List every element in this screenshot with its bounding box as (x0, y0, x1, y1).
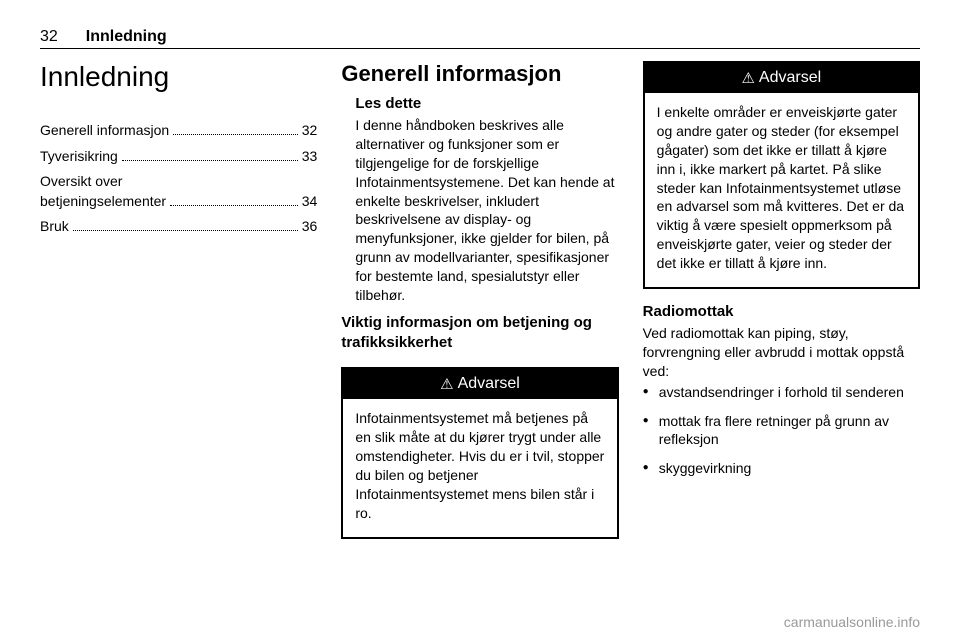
column-2: Generell informasjon Les dette I denne h… (341, 61, 618, 591)
watermark: carmanualsonline.info (784, 614, 920, 630)
column-3: ⚠ Advarsel I enkelte områder er enveiskj… (643, 61, 920, 591)
heading-read-this: Les dette (355, 95, 618, 112)
toc-dots (73, 230, 298, 231)
warning-label: Advarsel (759, 69, 821, 87)
heading-radio-reception: Radiomottak (643, 303, 920, 320)
paragraph: Ved radiomottak kan piping, støy, forvre… (643, 324, 920, 381)
warning-header: ⚠ Advarsel (343, 369, 616, 399)
toc-dots (170, 205, 298, 206)
toc-page: 36 (302, 217, 318, 237)
warning-body: I enkelte områder er enveiskjørte gater … (645, 93, 918, 287)
warning-header: ⚠ Advarsel (645, 63, 918, 93)
toc-label-line1: Oversikt over (40, 172, 317, 192)
toc-page: 34 (302, 192, 318, 212)
toc-label: Tyverisikring (40, 147, 118, 167)
bullet-list: avstandsendringer i forhold til senderen… (643, 383, 920, 489)
warning-label: Advarsel (458, 375, 520, 393)
toc-page: 32 (302, 121, 318, 141)
warning-box: ⚠ Advarsel I enkelte områder er enveiskj… (643, 61, 920, 289)
toc-dots (122, 160, 298, 161)
column-1: Innledning Generell informasjon 32 Tyver… (40, 61, 317, 591)
section-title: Innledning (40, 61, 317, 93)
toc-item: Tyverisikring 33 (40, 147, 317, 167)
page-header: 32 Innledning (40, 28, 920, 49)
warning-triangle-icon: ⚠ (440, 377, 453, 392)
page-number: 32 (40, 28, 58, 46)
toc-label-line2: betjeningselementer (40, 192, 166, 212)
warning-box: ⚠ Advarsel Infotainmentsystemet må betje… (341, 367, 618, 538)
heading-important-info: Viktig informasjon om betjening og trafi… (341, 313, 618, 354)
toc-page: 33 (302, 147, 318, 167)
list-item: mottak fra flere retninger på grunn av r… (643, 412, 920, 450)
list-item: avstandsendringer i forhold til senderen (643, 383, 920, 402)
toc-item: Bruk 36 (40, 217, 317, 237)
paragraph: I denne håndboken beskrives alle alterna… (355, 116, 618, 305)
warning-body: Infotainmentsystemet må betjenes på en s… (343, 399, 616, 536)
warning-triangle-icon: ⚠ (741, 71, 754, 86)
header-title: Innledning (86, 28, 167, 46)
toc-item: Generell informasjon 32 (40, 121, 317, 141)
toc-dots (173, 134, 298, 135)
list-item: skyggevirkning (643, 459, 920, 478)
toc-label: Bruk (40, 217, 69, 237)
toc-label: Generell informasjon (40, 121, 169, 141)
heading-general-info: Generell informasjon (341, 61, 618, 87)
toc-item-multiline: Oversikt over betjeningselementer 34 (40, 172, 317, 217)
